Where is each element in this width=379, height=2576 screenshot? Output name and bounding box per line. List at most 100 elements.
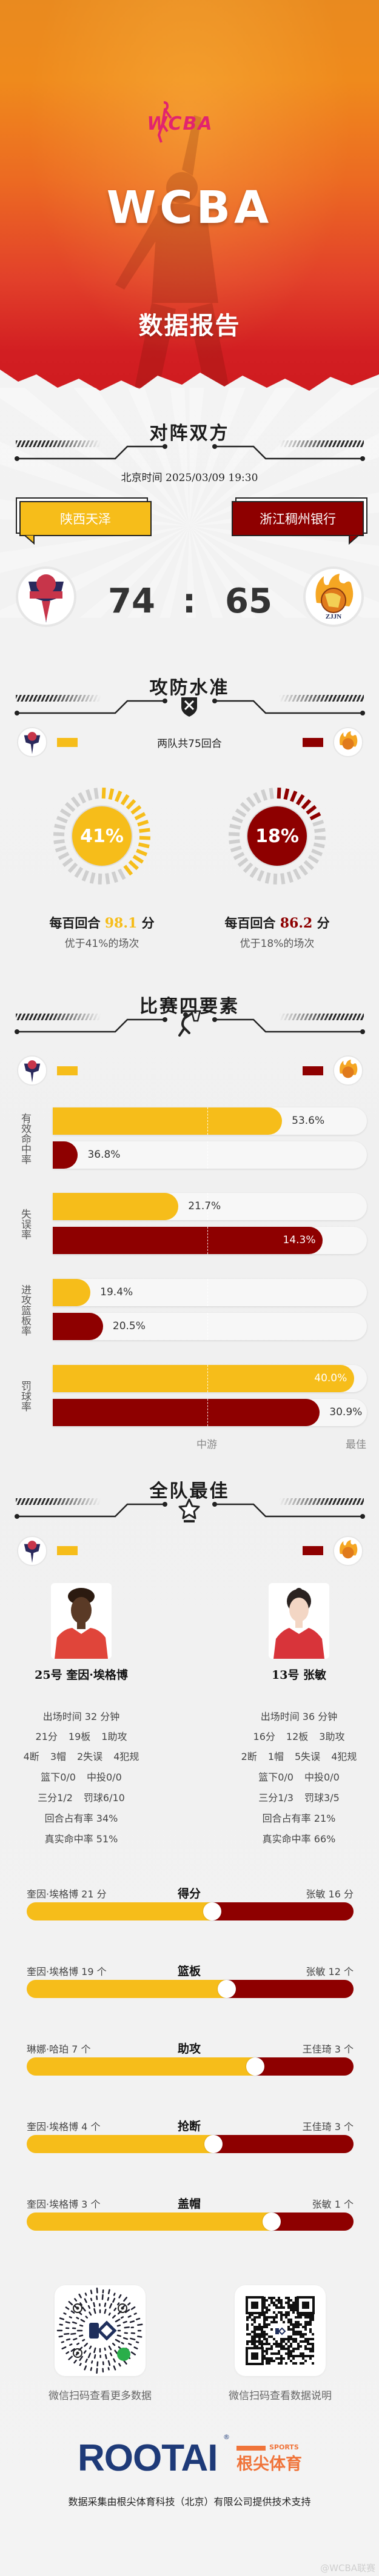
gauge-tick — [67, 862, 78, 874]
away-team-logo: ZJJN — [303, 566, 364, 627]
gauge-tick — [120, 794, 130, 806]
player-stat-line: 4断 3帽 2失误 4犯规 — [0, 1748, 172, 1763]
stat-item: 篮下0/0 — [258, 1771, 293, 1783]
comparison-bar — [27, 1980, 354, 1998]
gauge-tick — [313, 842, 325, 849]
home-efficiency-percent: 41% — [80, 825, 124, 847]
player-stat-line: 21分 19板 1助攻 — [0, 1728, 172, 1743]
away-leader-label: 张敏 16 分 — [306, 1888, 354, 1900]
stat-item: 中投0/0 — [87, 1771, 122, 1783]
hatch-decoration — [16, 1498, 101, 1505]
section-divider — [0, 440, 379, 461]
gauge-tick — [283, 788, 290, 800]
qr-caption-data-notes: 微信扫码查看数据说明 — [229, 2390, 332, 2402]
comparison-split-knob — [203, 1902, 221, 1920]
stat-item: 2失误 — [77, 1751, 103, 1762]
match-datetime: 北京时间 2025/03/09 19:30 — [121, 472, 258, 484]
player-stat-line: 三分1/2 罚球6/10 — [0, 1790, 172, 1804]
rating-prefix: 每百回合 — [49, 916, 101, 931]
away-factor-value: 20.5% — [112, 1320, 146, 1332]
gauge-tick — [257, 870, 265, 882]
gauge-tick — [123, 865, 133, 876]
player-stat-line: 2断 1帽 5失误 4犯规 — [208, 1748, 379, 1763]
stat-item: 4犯规 — [331, 1751, 357, 1762]
brand-sports-text: SPORTS — [269, 2443, 299, 2451]
stat-item: 三分1/2 — [38, 1792, 73, 1804]
brand-accent-bar — [236, 2446, 266, 2451]
stat-item: 罚球6/10 — [83, 1792, 125, 1804]
home-leader-label: 琳娜·哈珀 7 个 — [27, 2043, 91, 2055]
away-team-logo-small — [333, 1536, 363, 1566]
away-rating-note: 优于18%的场次 — [240, 938, 315, 950]
factor-label: 有效命中率 — [19, 1112, 31, 1164]
away-efficiency-gauge: 18% — [223, 782, 332, 891]
stat-item: 19板 — [68, 1731, 91, 1742]
away-leader-label: 王佳琦 3 个 — [302, 2043, 354, 2055]
home-factor-value: 40.0% — [314, 1372, 347, 1384]
gauge-tick — [312, 820, 324, 827]
section-divider — [0, 1498, 379, 1522]
away-factor-bar: 20.5% — [53, 1313, 367, 1340]
stat-item: 回合占有率 21% — [262, 1813, 336, 1824]
gauge-tick — [105, 873, 110, 885]
midline-marker — [207, 1141, 208, 1169]
midline-marker — [207, 1399, 208, 1426]
stat-item: 4断 — [23, 1751, 39, 1762]
gauge-tick — [58, 851, 70, 860]
hatch-decoration — [16, 440, 101, 447]
weibo-watermark: @WCBA联赛 — [320, 2563, 375, 2574]
away-team-logo-small — [333, 1055, 363, 1086]
player-stat-line: 出场时间 32 分钟 — [0, 1708, 172, 1723]
comparison-category: 得分 — [177, 1887, 201, 1900]
comparison-category: 抢断 — [177, 2120, 201, 2133]
axis-label-mid: 中游 — [196, 1439, 217, 1451]
brand-chinese-name: 根尖体育 — [236, 2455, 302, 2474]
player-stat-line: 真实命中率 51% — [0, 1831, 172, 1845]
comparison-category: 篮板 — [177, 1965, 201, 1978]
home-factor-value: 19.4% — [100, 1286, 133, 1298]
player-portrait-icon — [273, 1588, 324, 1659]
stat-item: 21分 — [35, 1731, 58, 1742]
gauge-tick — [89, 872, 96, 884]
shaanxi-tianze-logo-icon — [24, 1541, 41, 1563]
gauge-tick — [280, 873, 286, 885]
gauge-center — [71, 805, 133, 867]
home-leader-label: 奎因·埃格博 19 个 — [27, 1966, 107, 1977]
away-player-photo — [269, 1583, 329, 1659]
zhejiang-flame-ball-logo-icon: ZJJN — [315, 574, 354, 620]
rating-prefix: 每百回合 — [224, 916, 276, 931]
stat-item: 出场时间 32 分钟 — [42, 1711, 120, 1722]
divider-lines — [15, 444, 365, 461]
player-stat-line: 真实命中率 66% — [208, 1831, 379, 1845]
gauge-tick — [137, 820, 149, 827]
gauge-tick — [228, 832, 240, 837]
hero-subtitle: 数据报告 — [138, 312, 241, 340]
gauge-tick — [306, 805, 317, 815]
away-factor-value: 36.8% — [87, 1149, 121, 1161]
gauge-tick — [253, 792, 262, 804]
player-stat-line: 篮下0/0 中投0/0 — [0, 1769, 172, 1784]
qr-code[interactable] — [235, 2285, 326, 2376]
stat-item: 16分 — [253, 1731, 275, 1742]
basketball-dunk-icon — [178, 1010, 201, 1037]
gauge-tick — [132, 854, 144, 864]
home-color-legend — [57, 738, 78, 747]
best-players-title: 全队最佳 — [149, 1481, 230, 1502]
player-stat-line: 出场时间 36 分钟 — [208, 1708, 379, 1723]
hatch-decoration — [16, 695, 101, 702]
rootai-logo-text: ROOTAI — [78, 2437, 218, 2479]
away-factor-fill — [53, 1399, 320, 1426]
mini-program-code[interactable] — [55, 2285, 146, 2376]
stat-item: 出场时间 36 分钟 — [260, 1711, 338, 1722]
home-team-logo-small — [17, 727, 47, 757]
away-leader-label: 张敏 1 个 — [312, 2199, 354, 2210]
tag-tail — [349, 535, 359, 545]
player-stat-line: 三分1/3 罚球3/5 — [208, 1790, 379, 1804]
gauge-tick — [233, 851, 245, 860]
home-factor-value: 53.6% — [292, 1115, 325, 1127]
home-factor-bar: 40.0% — [53, 1365, 367, 1392]
hero-title: WCBA — [106, 182, 273, 234]
home-factor-fill — [53, 1365, 355, 1392]
stat-item: 篮下0/0 — [41, 1771, 76, 1783]
gauge-tick — [55, 845, 67, 852]
